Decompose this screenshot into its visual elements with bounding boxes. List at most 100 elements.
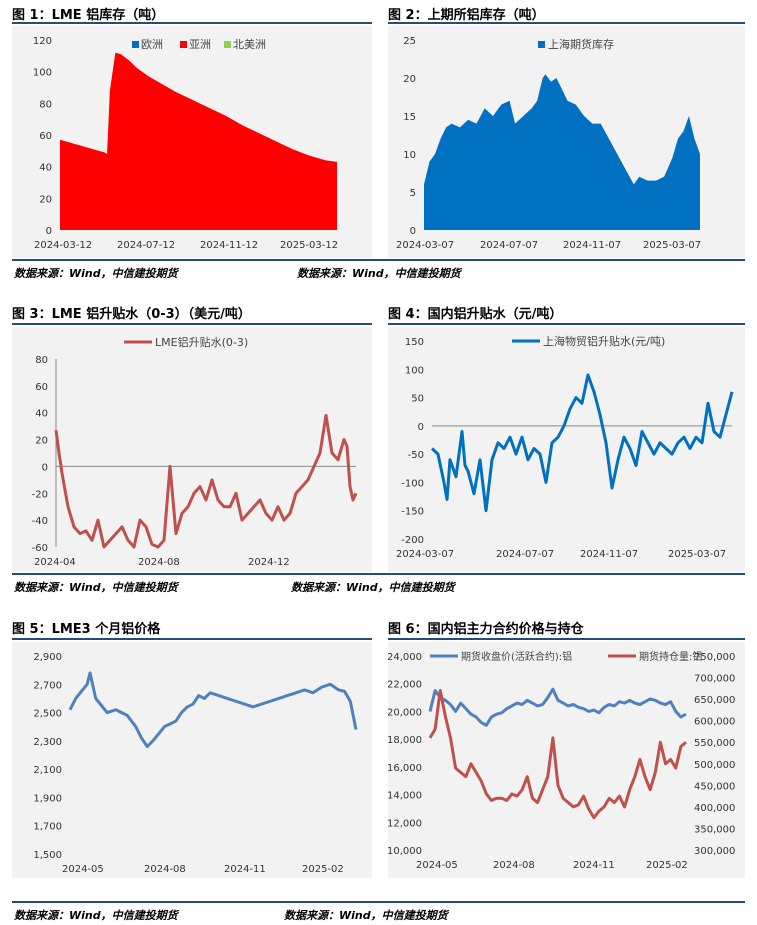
row3-bottom-rule	[12, 901, 745, 903]
fig3-legend-label: LME铝升贴水(0-3)	[155, 335, 248, 349]
row2-bottom-rule	[12, 573, 745, 575]
fig1-legend-label: 欧洲	[141, 38, 163, 51]
fig3-series-line	[54, 413, 358, 549]
fig6-ytick2-label: 600,000	[694, 717, 735, 728]
fig6-title: 图 6：国内铝主力合约价格与持仓	[388, 622, 584, 637]
fig4-ytick-label: -50	[408, 450, 424, 461]
fig2-chart: 0 5 10 15 20 25 2024-03-07 2024-07-07 2024-11-07…	[396, 36, 701, 251]
fig6-xtick-label: 2025-02	[646, 860, 688, 871]
fig6-legend-label: 期货收盘价(活跃合约):铝	[461, 650, 572, 663]
fig4-title: 图 4：国内铝升贴水（元/吨）	[388, 307, 563, 322]
fig6-ytick2-label: 500,000	[694, 760, 735, 771]
fig2-title: 图 2：上期所铝库存（吨）	[388, 8, 545, 23]
fig5-xtick-label: 2024-08	[144, 864, 186, 875]
fig2-legend-swatch	[538, 41, 545, 48]
fig1-xtick-label: 2024-03-12	[34, 240, 92, 251]
fig3-ytick-label: 40	[35, 409, 48, 420]
fig3-ytick-label: -40	[32, 516, 48, 527]
fig6-xtick-label: 2024-05	[416, 860, 458, 871]
fig1-ytick-label: 80	[39, 99, 52, 110]
fig6-plot-area: 10,000 12,000 14,000 16,000 18,000 20,000 22,0…	[387, 642, 745, 878]
fig4-ytick-label: 0	[418, 422, 424, 433]
fig5-ytick-label: 1,900	[33, 793, 62, 804]
fig6-ytick-label: 14,000	[388, 791, 422, 802]
fig2-ytick-label: 5	[410, 188, 416, 199]
fig1-chart: 0 20 40 60 80 100 120 2024-03-12 2024-07-12 2024-…	[33, 36, 338, 251]
fig5-title-rule	[12, 638, 372, 640]
fig3-title: 图 3：LME 铝升贴水（0-3）（美元/吨）	[12, 307, 251, 322]
fig1-legend-label: 亚洲	[189, 38, 211, 51]
fig6-legend-label: 期货持仓量:铝	[639, 650, 702, 663]
fig3-ytick-label: 20	[35, 436, 48, 447]
fig5-chart: 1,500 1,700 1,900 2,100 2,300 2,500 2,700 2,900…	[33, 652, 358, 875]
fig6-series-line-1	[428, 687, 687, 727]
fig1-ytick-label: 100	[33, 68, 52, 79]
fig5-ytick-label: 1,700	[33, 822, 62, 833]
fig1-ytick-label: 0	[46, 226, 52, 237]
fig6-xtick-label: 2024-08	[493, 860, 535, 871]
fig2-series-area	[424, 74, 700, 230]
fig6-ytick2-label: 450,000	[694, 781, 735, 792]
fig2-xtick-label: 2024-03-07	[396, 240, 454, 251]
fig4-source: 数据来源：Wind，中信建投期货	[291, 581, 455, 594]
fig4-ytick-label: -100	[401, 478, 424, 489]
fig4-title-rule	[388, 323, 745, 325]
fig1-xtick-label: 2025-03-12	[280, 240, 338, 251]
fig6-ytick2-label: 650,000	[694, 695, 735, 706]
fig5-xtick-label: 2024-05	[62, 864, 104, 875]
fig4-xtick-label: 2024-11-07	[580, 549, 638, 560]
fig5-ytick-label: 2,900	[33, 652, 62, 663]
fig4-ytick-label: -200	[401, 535, 424, 546]
fig4-plot-area: -200 -150 -100 -50 0 50 100 150 2024-03-07 2024-0…	[388, 327, 745, 572]
fig2-ytick-label: 15	[403, 112, 416, 123]
fig6-xtick-label: 2024-11	[573, 860, 615, 871]
fig6-ytick-label: 20,000	[388, 707, 422, 718]
fig3-source: 数据来源：Wind，中信建投期货	[14, 581, 178, 594]
fig6-ytick-label: 18,000	[388, 735, 422, 746]
fig1-legend-label: 北美洲	[233, 38, 266, 51]
fig2-ytick-label: 10	[403, 150, 416, 161]
fig3-xtick-label: 2024-04	[34, 557, 76, 568]
fig3-ytick-label: -20	[32, 489, 48, 500]
fig1-ytick-label: 60	[39, 131, 52, 142]
fig3-title-rule	[12, 323, 372, 325]
fig5-ytick-label: 1,500	[33, 850, 62, 861]
fig3-xtick-label: 2024-08	[138, 557, 180, 568]
fig2-ytick-label: 25	[403, 36, 416, 47]
fig6-ytick2-label: 550,000	[694, 738, 735, 749]
fig5-series-line	[68, 671, 358, 749]
fig4-xtick-label: 2024-03-07	[396, 549, 454, 560]
fig4-xtick-label: 2024-07-07	[496, 549, 554, 560]
fig6-ytick2-label: 400,000	[694, 803, 735, 814]
fig3-plot-area: -60 -40 -20 0 20 40 60 80 2024-04 2024-08 2024-12 L…	[12, 327, 372, 572]
fig4-chart: -200 -150 -100 -50 0 50 100 150 2024-03-07 2024-0…	[396, 334, 734, 560]
fig5-source: 数据来源：Wind，中信建投期货	[14, 909, 178, 922]
fig1-xtick-label: 2024-11-12	[200, 240, 258, 251]
fig6-ytick2-label: 300,000	[694, 846, 735, 857]
fig6-ytick-label: 22,000	[388, 680, 422, 691]
fig1-legend-swatch	[132, 41, 139, 48]
fig2-ytick-label: 0	[410, 226, 416, 237]
row1-bottom-rule	[12, 259, 745, 261]
fig4-ytick-label: -150	[401, 507, 424, 518]
fig3-ytick-label: -60	[32, 543, 48, 554]
fig4-ytick-label: 50	[411, 394, 424, 405]
fig4-ytick-label: 150	[405, 337, 424, 348]
fig1-xtick-label: 2024-07-12	[117, 240, 175, 251]
fig6-chart: 10,000 12,000 14,000 16,000 18,000 20,000 22,0…	[387, 650, 735, 871]
fig6-ytick-label: 10,000	[388, 846, 422, 857]
fig6-series-line-2	[428, 688, 687, 820]
fig5-ytick-label: 2,100	[33, 765, 62, 776]
fig5-ytick-label: 2,700	[33, 680, 62, 691]
fig1-legend-swatch	[224, 41, 231, 48]
fig1-series-area	[60, 52, 337, 231]
fig2-xtick-label: 2024-07-07	[480, 240, 538, 251]
fig5-xtick-label: 2024-11	[224, 864, 266, 875]
fig1-title: 图 1：LME 铝库存（吨）	[12, 8, 165, 23]
fig3-ytick-label: 60	[35, 382, 48, 393]
fig3-xtick-label: 2024-12	[248, 557, 290, 568]
fig4-legend-label: 上海物贸铝升贴水(元/吨)	[543, 334, 665, 348]
fig1-ytick-label: 20	[39, 194, 52, 205]
fig3-chart: -60 -40 -20 0 20 40 60 80 2024-04 2024-08 2024-12 L…	[32, 335, 358, 568]
fig2-source: 数据来源：Wind，中信建投期货	[297, 267, 461, 280]
